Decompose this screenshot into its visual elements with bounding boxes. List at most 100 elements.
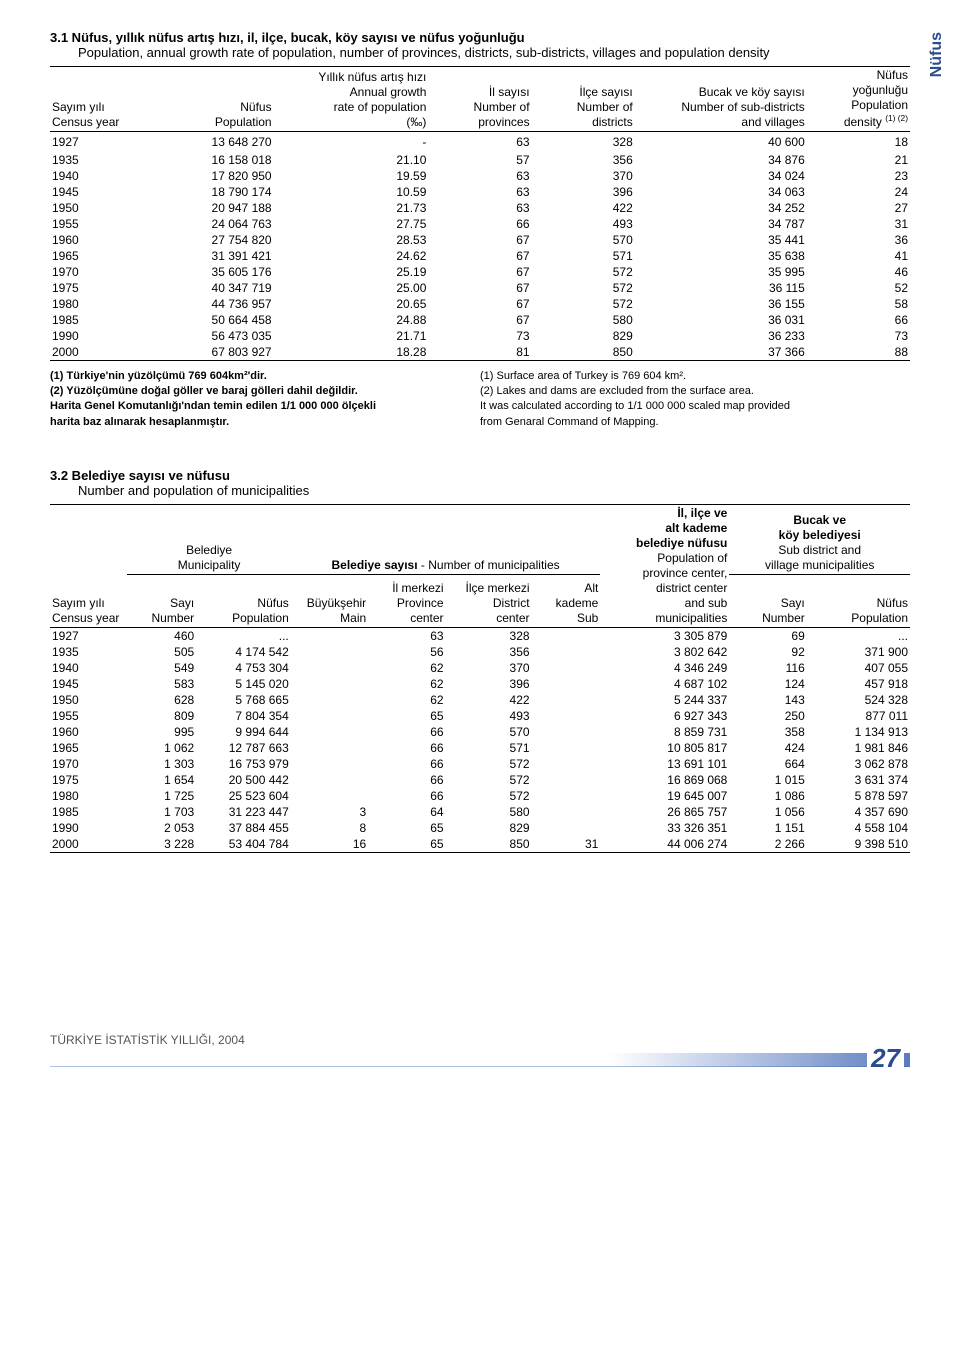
t2-h-prov: İl merkezi Province center xyxy=(368,574,445,627)
cell: 40 347 719 xyxy=(136,280,274,296)
cell: 67 xyxy=(428,296,531,312)
table-row: 194017 820 95019.596337034 02423 xyxy=(50,168,910,184)
cell: 18.28 xyxy=(274,344,429,361)
cell: 13 648 270 xyxy=(136,132,274,152)
section-3-2-title-en: Number and population of municipalities xyxy=(78,483,910,498)
cell: 1950 xyxy=(50,692,127,708)
cell: 422 xyxy=(532,200,635,216)
table-row: 194518 790 17410.596339634 06324 xyxy=(50,184,910,200)
cell: 35 605 176 xyxy=(136,264,274,280)
cell xyxy=(291,660,368,676)
cell: 31 xyxy=(532,836,601,853)
cell: 92 xyxy=(729,644,806,660)
cell: 4 346 249 xyxy=(600,660,729,676)
table-row: 196027 754 82028.536757035 44136 xyxy=(50,232,910,248)
cell: 23 xyxy=(807,168,910,184)
cell: 31 xyxy=(807,216,910,232)
cell: 850 xyxy=(446,836,532,853)
cell xyxy=(532,804,601,820)
cell: 1965 xyxy=(50,740,127,756)
cell xyxy=(532,676,601,692)
cell: 1990 xyxy=(50,820,127,836)
cell: 37 366 xyxy=(635,344,807,361)
footnote-line: (1) Türkiye'nin yüzölçümü 769 604km²'dir… xyxy=(50,369,480,384)
t2-h-year: Sayım yılı Census year xyxy=(50,574,127,627)
cell: 25 523 604 xyxy=(196,788,291,804)
footnote-line: (2) Yüzölçümüne doğal göller ve baraj gö… xyxy=(50,384,480,399)
cell: 1975 xyxy=(50,772,127,788)
cell: 36 xyxy=(807,232,910,248)
cell: 3 802 642 xyxy=(600,644,729,660)
cell: 63 xyxy=(428,168,531,184)
cell: 66 xyxy=(368,740,445,756)
cell: 13 691 101 xyxy=(600,756,729,772)
t1-h-dist: İlçe sayısı Number of districts xyxy=(532,67,635,132)
cell: 5 878 597 xyxy=(807,788,910,804)
t2-h-number: Sayı Number xyxy=(127,574,196,627)
table-row: 195020 947 18821.736342234 25227 xyxy=(50,200,910,216)
t1-h-dens: Nüfus yoğunluğu Population density (1) (… xyxy=(807,67,910,132)
cell: 66 xyxy=(368,788,445,804)
cell: 1955 xyxy=(50,708,127,724)
cell: 63 xyxy=(368,628,445,645)
table-row: 19902 05337 884 45586582933 326 3511 151… xyxy=(50,820,910,836)
cell: 56 473 035 xyxy=(136,328,274,344)
cell: 580 xyxy=(446,804,532,820)
table-row: 200067 803 92718.288185037 36688 xyxy=(50,344,910,361)
table-row: 19851 70331 223 44736458026 865 7571 056… xyxy=(50,804,910,820)
cell: 67 xyxy=(428,248,531,264)
cell: 44 006 274 xyxy=(600,836,729,853)
cell: 36 031 xyxy=(635,312,807,328)
cell: 1 725 xyxy=(127,788,196,804)
cell: 18 xyxy=(807,132,910,152)
cell xyxy=(532,788,601,804)
cell: 1985 xyxy=(50,804,127,820)
cell: 62 xyxy=(368,660,445,676)
section-3-1-title-en: Population, annual growth rate of popula… xyxy=(78,45,910,60)
table-row: 195524 064 76327.756649334 78731 xyxy=(50,216,910,232)
cell: 16 753 979 xyxy=(196,756,291,772)
table-row: 1927460...633283 305 87969... xyxy=(50,628,910,645)
cell: 460 xyxy=(127,628,196,645)
cell: 36 155 xyxy=(635,296,807,312)
cell: 524 328 xyxy=(807,692,910,708)
cell: 52 xyxy=(807,280,910,296)
t1-h-vill: Bucak ve köy sayısı Number of sub-distri… xyxy=(635,67,807,132)
cell: 24 xyxy=(807,184,910,200)
cell: 34 252 xyxy=(635,200,807,216)
cell: 1975 xyxy=(50,280,136,296)
t1-body: 192713 648 270-6332840 60018193516 158 0… xyxy=(50,132,910,361)
cell: 5 244 337 xyxy=(600,692,729,708)
cell: 1970 xyxy=(50,264,136,280)
cell: 1 703 xyxy=(127,804,196,820)
table-row: 19455835 145 020623964 687 102124457 918 xyxy=(50,676,910,692)
cell: 580 xyxy=(532,312,635,328)
cell: 31 223 447 xyxy=(196,804,291,820)
cell: 27 754 820 xyxy=(136,232,274,248)
cell: 67 xyxy=(428,232,531,248)
cell: 20 500 442 xyxy=(196,772,291,788)
table-row: 197035 605 17625.196757235 99546 xyxy=(50,264,910,280)
cell: 1 056 xyxy=(729,804,806,820)
cell: 4 357 690 xyxy=(807,804,910,820)
cell: 2 266 xyxy=(729,836,806,853)
t2-h-popcenter: İl, ilçe ve alt kademe belediye nüfusu P… xyxy=(600,505,729,628)
cell: 69 xyxy=(729,628,806,645)
cell: 17 820 950 xyxy=(136,168,274,184)
cell: 1980 xyxy=(50,296,136,312)
cell: 34 787 xyxy=(635,216,807,232)
table-3-2: Belediye Municipality Belediye sayısı - … xyxy=(50,504,910,853)
cell: 356 xyxy=(446,644,532,660)
cell: 850 xyxy=(532,344,635,361)
table-row: 19405494 753 304623704 346 249116407 055 xyxy=(50,660,910,676)
cell: 66 xyxy=(368,772,445,788)
cell: 33 326 351 xyxy=(600,820,729,836)
cell: 1927 xyxy=(50,132,136,152)
cell: 3 305 879 xyxy=(600,628,729,645)
cell: 116 xyxy=(729,660,806,676)
footer-source: TÜRKİYE İSTATİSTİK YILLIĞI, 2004 xyxy=(50,1033,910,1047)
cell: 457 918 xyxy=(807,676,910,692)
cell: 21.10 xyxy=(274,152,429,168)
cell: 358 xyxy=(729,724,806,740)
cell: 1990 xyxy=(50,328,136,344)
